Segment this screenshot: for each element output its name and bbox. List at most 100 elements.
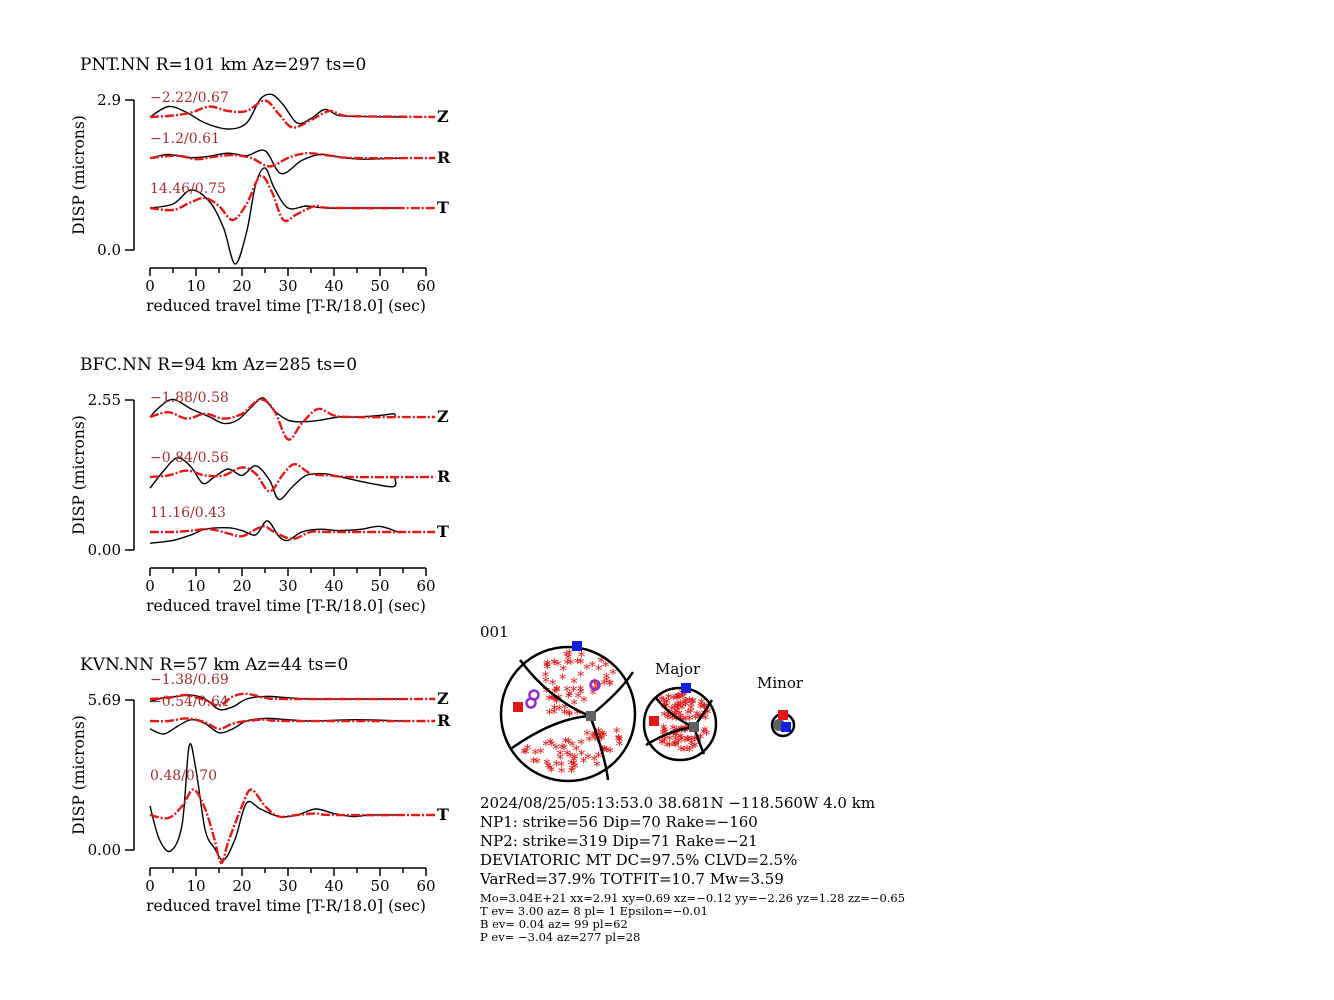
minor-label: Minor bbox=[757, 674, 804, 692]
compression-mark: * bbox=[568, 765, 575, 781]
compression-mark: * bbox=[676, 708, 683, 724]
compression-mark: * bbox=[677, 698, 684, 714]
compression-mark: * bbox=[601, 743, 608, 759]
t-axis-marker bbox=[513, 702, 523, 712]
b-axis-marker bbox=[586, 711, 596, 721]
amplitude-ratio-label: −1.2/0.61 bbox=[150, 131, 220, 147]
x-tick-label: 60 bbox=[416, 277, 435, 295]
amplitude-ratio-label: −1.88/0.58 bbox=[150, 390, 229, 406]
compression-mark: * bbox=[677, 744, 684, 760]
compression-mark: * bbox=[663, 696, 670, 712]
compression-mark: * bbox=[553, 685, 560, 701]
compression-mark: * bbox=[671, 728, 678, 744]
compression-mark: * bbox=[681, 745, 688, 761]
amplitude-ratio-label: −0.84/0.56 bbox=[150, 450, 229, 466]
compression-mark: * bbox=[669, 709, 676, 725]
compression-mark: * bbox=[662, 731, 669, 747]
compression-mark: * bbox=[552, 693, 559, 709]
x-tick-label: 30 bbox=[278, 277, 297, 295]
compression-mark: * bbox=[673, 692, 680, 708]
compression-mark: * bbox=[661, 734, 668, 750]
event-info: 2024/08/25/05:13:53.0 38.681N −118.560W … bbox=[479, 794, 905, 944]
compression-mark: * bbox=[595, 750, 602, 766]
compression-mark: * bbox=[557, 748, 564, 764]
compression-mark: * bbox=[591, 729, 598, 745]
t-axis-marker bbox=[778, 710, 788, 720]
compression-mark: * bbox=[595, 725, 602, 741]
major-label: Major bbox=[655, 660, 701, 678]
x-tick-label: 10 bbox=[186, 577, 205, 595]
compression-mark: * bbox=[592, 733, 599, 749]
compression-mark: * bbox=[530, 755, 537, 771]
compression-mark: * bbox=[551, 657, 558, 673]
compression-mark: * bbox=[660, 722, 667, 738]
amplitude-ratio-label: 14.46/0.75 bbox=[150, 181, 226, 197]
compression-mark: * bbox=[697, 701, 704, 717]
component-label: Z bbox=[437, 407, 449, 426]
compression-mark: * bbox=[558, 765, 565, 781]
compression-mark: * bbox=[598, 733, 605, 749]
compression-mark: * bbox=[592, 683, 599, 699]
compression-mark: * bbox=[684, 743, 691, 759]
compression-mark: * bbox=[606, 678, 613, 694]
compression-mark: * bbox=[600, 730, 607, 746]
component-label: Z bbox=[437, 689, 449, 708]
compression-mark: * bbox=[703, 705, 710, 721]
compression-mark: * bbox=[681, 724, 688, 740]
panel-title: PNT.NN R=101 km Az=297 ts=0 bbox=[80, 55, 366, 75]
compression-mark: * bbox=[557, 752, 564, 768]
event-info-line: VarRed=37.9% TOTFIT=10.7 Mw=3.59 bbox=[479, 870, 784, 888]
compression-mark: * bbox=[522, 747, 529, 763]
compression-mark: * bbox=[681, 723, 688, 739]
compression-mark: * bbox=[665, 707, 672, 723]
compression-mark: * bbox=[689, 695, 696, 711]
compression-mark: * bbox=[685, 722, 692, 738]
y-tick-label: 5.69 bbox=[88, 691, 121, 709]
compression-mark: * bbox=[698, 697, 705, 713]
compression-mark: * bbox=[703, 728, 710, 744]
compression-mark: * bbox=[675, 691, 682, 707]
compression-mark: * bbox=[553, 759, 560, 775]
compression-mark: * bbox=[553, 684, 560, 700]
compression-mark: * bbox=[553, 696, 560, 712]
compression-mark: * bbox=[524, 742, 531, 758]
compression-mark: * bbox=[565, 708, 572, 724]
compression-mark: * bbox=[661, 709, 668, 725]
compression-mark: * bbox=[543, 685, 550, 701]
compression-mark: * bbox=[603, 674, 610, 690]
compression-mark: * bbox=[675, 736, 682, 752]
compression-mark: * bbox=[607, 678, 614, 694]
compression-mark: * bbox=[561, 707, 568, 723]
compression-mark: * bbox=[543, 739, 550, 755]
compression-mark: * bbox=[660, 695, 667, 711]
compression-mark: * bbox=[569, 739, 576, 755]
compression-mark: * bbox=[577, 687, 584, 703]
station-marker bbox=[525, 697, 537, 709]
compression-mark: * bbox=[674, 702, 681, 718]
p-axis-marker bbox=[781, 722, 791, 732]
compression-mark: * bbox=[673, 705, 680, 721]
compression-mark: * bbox=[661, 724, 668, 740]
compression-mark: * bbox=[693, 708, 700, 724]
y-tick-label: 0.0 bbox=[97, 241, 121, 259]
compression-mark: * bbox=[595, 663, 602, 679]
compression-mark: * bbox=[702, 725, 709, 741]
compression-mark: * bbox=[599, 728, 606, 744]
x-tick-label: 50 bbox=[370, 877, 389, 895]
compression-mark: * bbox=[544, 658, 551, 674]
compression-mark: * bbox=[664, 712, 671, 728]
compression-mark: * bbox=[670, 728, 677, 744]
compression-mark: * bbox=[577, 656, 584, 672]
compression-mark: * bbox=[682, 713, 689, 729]
compression-mark: * bbox=[684, 734, 691, 750]
compression-mark: * bbox=[666, 733, 673, 749]
compression-mark: * bbox=[571, 698, 578, 714]
compression-mark: * bbox=[547, 763, 554, 779]
compression-mark: * bbox=[673, 713, 680, 729]
compression-mark: * bbox=[552, 742, 559, 758]
synthetic-trace bbox=[149, 692, 436, 707]
compression-mark: * bbox=[597, 731, 604, 747]
component-label: R bbox=[437, 711, 451, 730]
compression-mark: * bbox=[537, 746, 544, 762]
